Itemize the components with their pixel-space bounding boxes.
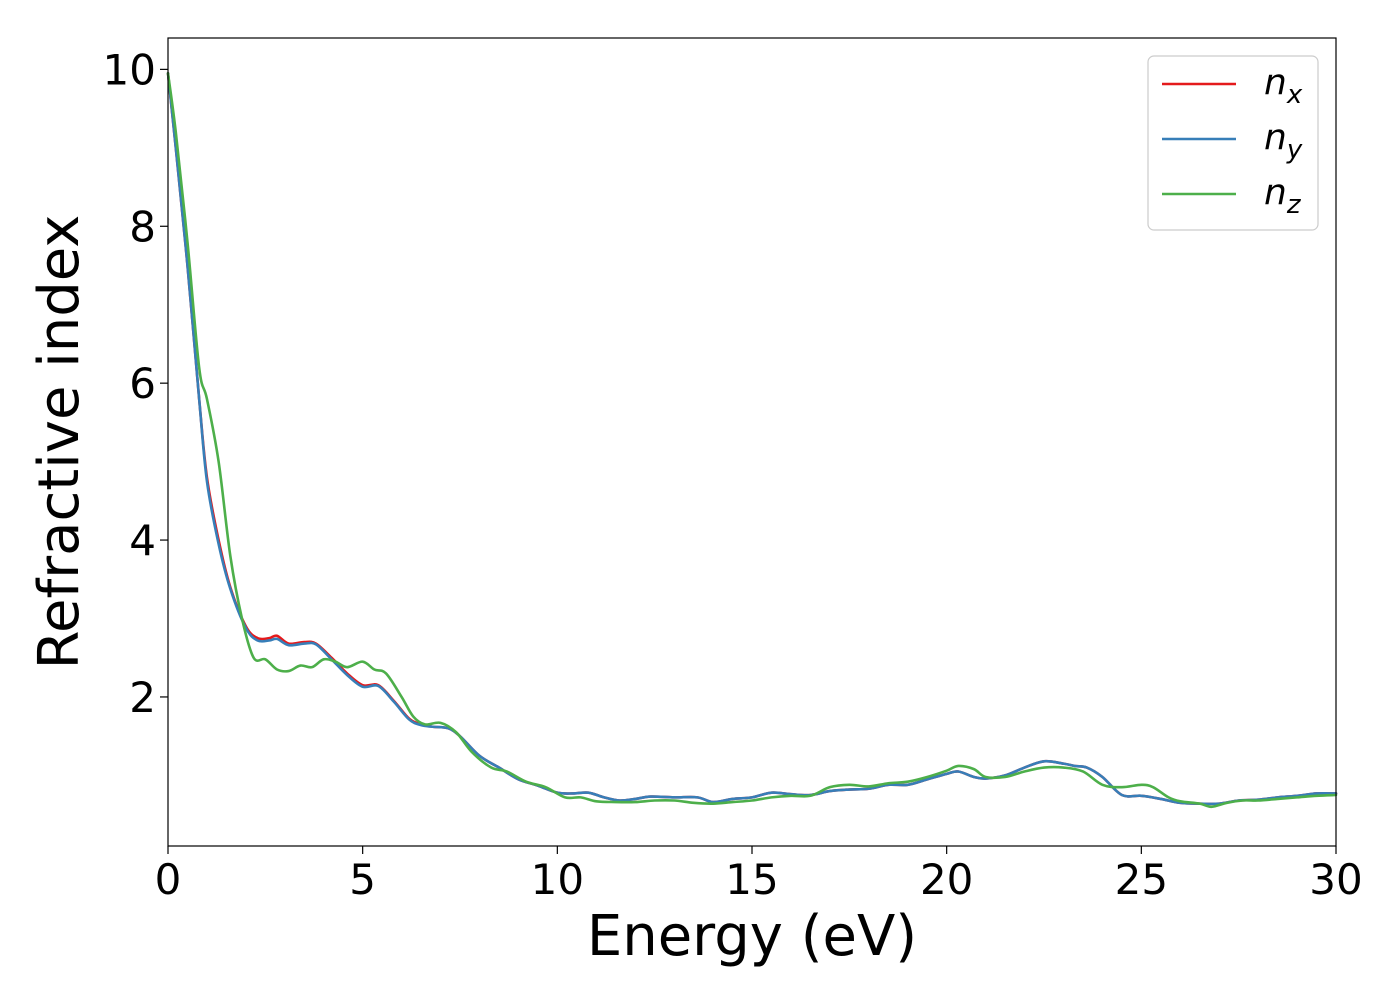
x-tick-label: 5 (349, 855, 376, 904)
legend: nx ny nz (1147, 55, 1319, 231)
plot-frame (167, 37, 1337, 847)
legend-box (1147, 55, 1319, 231)
y-tick-label: 8 (129, 202, 156, 251)
legend-label-nx: nx (1264, 62, 1303, 110)
x-tick-label: 0 (155, 855, 182, 904)
legend-label-ny: ny (1264, 117, 1303, 165)
y-axis-title: Refractive index (27, 215, 92, 670)
y-tick-label: 10 (103, 45, 156, 94)
y-axis-ticks: 2 4 6 8 10 (103, 45, 168, 722)
legend-label-nz: nz (1264, 172, 1302, 220)
y-tick-label: 4 (129, 516, 156, 565)
y-tick-label: 2 (129, 673, 156, 722)
x-tick-label: 20 (920, 855, 973, 904)
x-tick-label: 25 (1115, 855, 1168, 904)
x-axis-ticks: 0 5 10 15 20 25 30 (155, 846, 1363, 904)
x-tick-label: 30 (1309, 855, 1362, 904)
legend-items: nx ny nz (1162, 62, 1303, 220)
y-tick-label: 6 (129, 359, 156, 408)
plot-area (168, 38, 1336, 846)
x-tick-label: 15 (725, 855, 778, 904)
series-layer (166, 72, 1338, 809)
series-line-ny (166, 72, 1338, 806)
x-axis-title: Energy (eV) (587, 904, 917, 969)
x-tick-label: 10 (531, 855, 584, 904)
series-line-nz (166, 72, 1338, 809)
